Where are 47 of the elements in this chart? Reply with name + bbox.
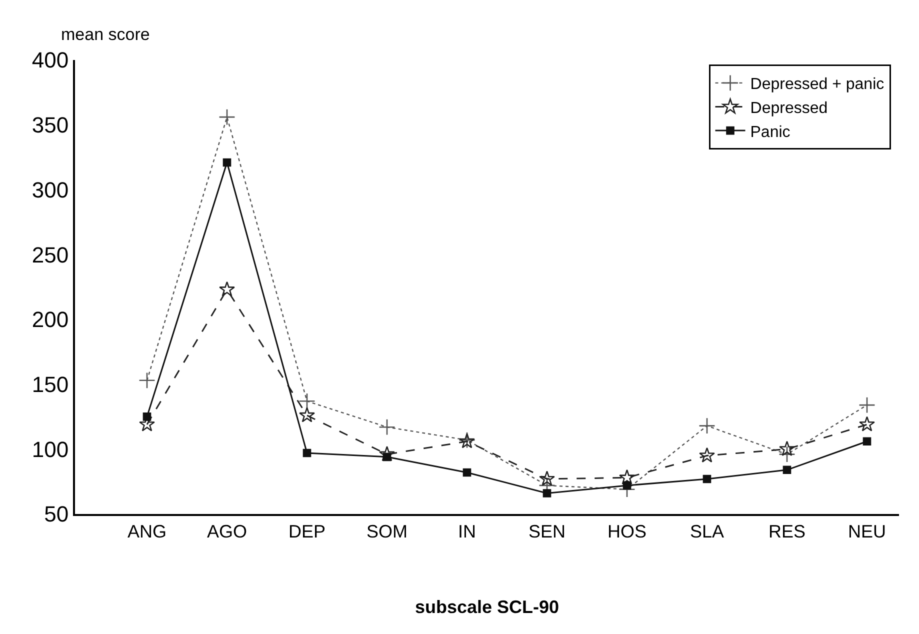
point [859,416,875,432]
point [779,440,795,456]
point [302,448,312,458]
x-tick-label: HOS [607,522,647,542]
y-tick-label: 200 [32,307,69,332]
point [862,437,872,446]
legend-label: Depressed + panic [750,76,884,94]
legend-label: Depressed [750,100,828,117]
point [619,469,635,485]
point [698,417,716,434]
point [858,396,876,414]
y-tick-label: 400 [32,48,69,73]
x-tick-label: AGO [206,522,248,542]
point [298,392,316,410]
y-tick-label: 250 [32,242,69,268]
point [462,468,472,477]
point [778,446,796,463]
point [622,481,632,490]
x-tick-label: IN [458,522,476,542]
y-axis-title: mean score [61,25,150,44]
y-tick-label: 50 [44,502,69,527]
x-tick-label: NEU [848,522,886,542]
x-tick-label: RES [768,522,806,542]
x-axis-title: subscale SCL-90 [414,597,560,618]
x-tick-label: SOM [366,522,408,542]
legend-label: Panic [750,124,790,141]
x-tick-label: SLA [690,522,724,542]
x-tick-label: SEN [528,522,566,542]
point [219,281,235,296]
point [138,372,156,389]
x-tick-label: ANG [127,522,167,542]
y-tick-label: 300 [32,177,69,202]
point [539,470,555,486]
point [542,489,552,498]
point [218,108,236,126]
point [702,474,712,484]
point [299,407,315,422]
y-tick-label: 150 [32,372,69,397]
point [699,447,715,463]
point [222,158,232,167]
y-tick-label: 350 [32,112,69,138]
point [782,466,792,474]
y-tick-label: 100 [32,436,69,462]
point [379,446,395,462]
point [142,412,152,421]
x-tick-label: DEP [288,522,326,542]
point [378,418,396,436]
